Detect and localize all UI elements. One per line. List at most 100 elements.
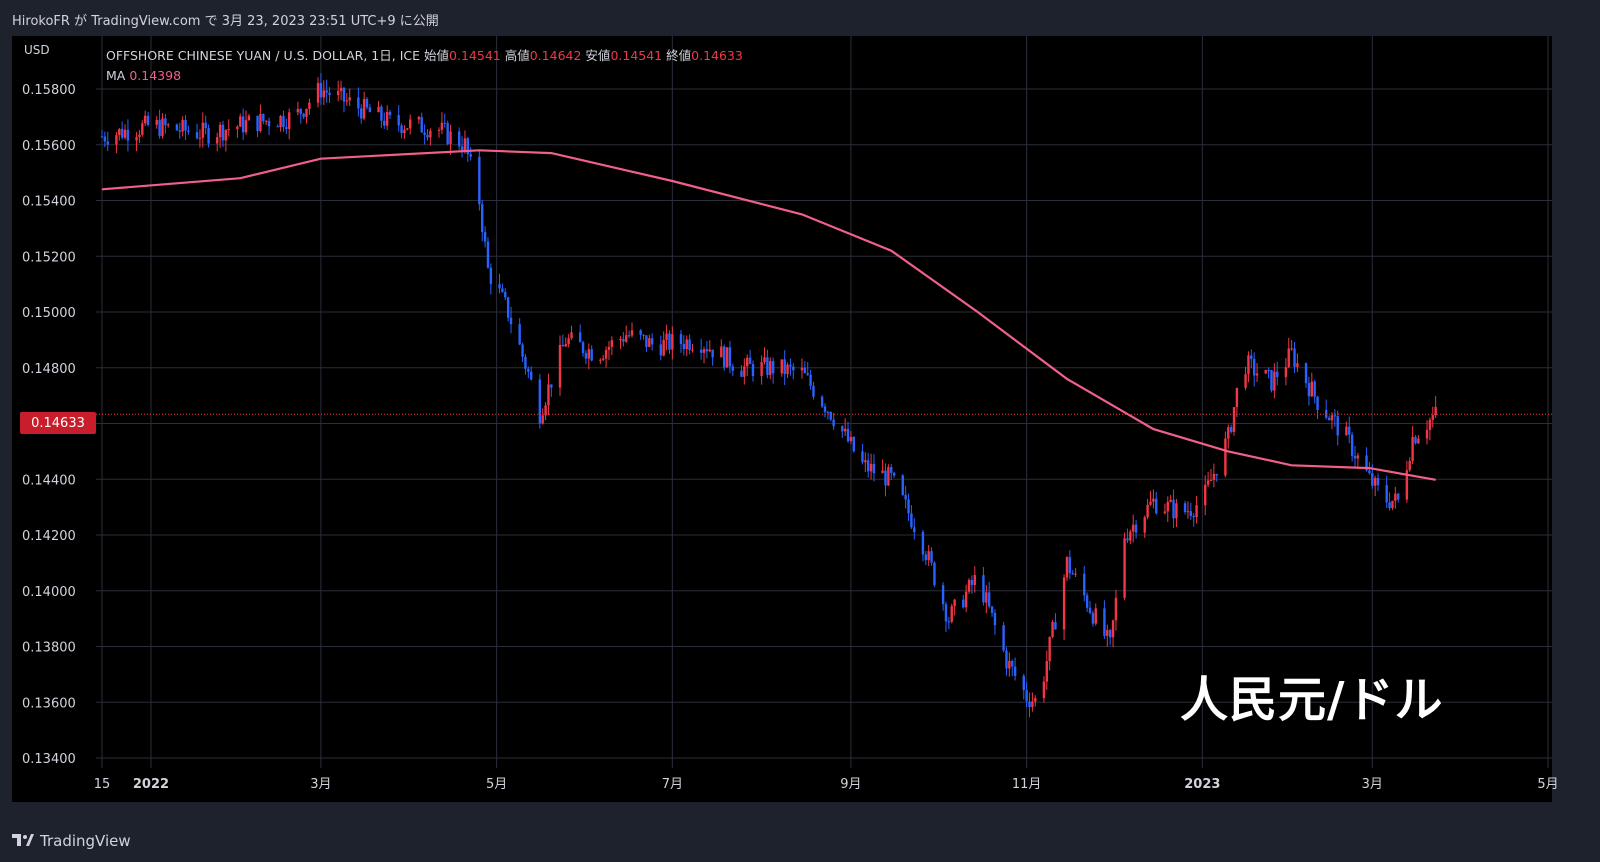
candle-body: [305, 108, 308, 117]
candle-body: [397, 115, 400, 126]
candle-body: [887, 467, 890, 486]
candle-body: [1391, 500, 1394, 509]
candle-body: [288, 112, 291, 129]
candle-body: [789, 364, 792, 367]
ma-line: [101, 149, 1436, 481]
candle-body: [590, 349, 593, 361]
candle-body: [141, 123, 144, 135]
candle-body: [688, 339, 691, 351]
candle-body: [1408, 460, 1411, 471]
candle-body: [846, 428, 850, 442]
candle-body: [244, 120, 248, 133]
candle-body: [567, 338, 570, 345]
candle-body: [728, 347, 732, 367]
candle-body: [1267, 369, 1270, 371]
candle-body: [144, 115, 147, 124]
candle-body: [1273, 371, 1276, 391]
candle-body: [1005, 650, 1008, 669]
legend-open-value: 0.14541: [449, 48, 501, 63]
candle-body: [953, 599, 956, 607]
candle-body: [423, 132, 426, 135]
candle-body: [803, 367, 807, 374]
candle-body: [861, 451, 864, 463]
candle-body: [671, 334, 674, 350]
candle-body: [437, 129, 441, 131]
candle-body: [1025, 690, 1028, 702]
chart-legend: OFFSHORE CHINESE YUAN / U.S. DOLLAR, 1日,…: [106, 46, 743, 86]
candle-body: [138, 134, 141, 137]
candle-body: [1146, 504, 1149, 518]
legend-high-label: 高値: [504, 48, 530, 63]
candle-body: [1183, 503, 1187, 513]
candle-body: [780, 359, 783, 374]
candle-body: [1108, 630, 1112, 638]
x-tick-label: 5月: [1537, 777, 1558, 792]
candle-body: [990, 606, 994, 613]
price-chart[interactable]: 0.15800 0.15600 0.15400 0.15200 0.15000 0.148…: [0, 34, 1600, 822]
candle-body: [1313, 381, 1316, 397]
candle-body: [1229, 427, 1233, 432]
candle-body: [1350, 434, 1354, 456]
candle-body: [826, 411, 830, 413]
candle-body: [1169, 499, 1172, 502]
candle-body: [362, 98, 366, 119]
legend-ohlc-row: OFFSHORE CHINESE YUAN / U.S. DOLLAR, 1日,…: [106, 46, 743, 66]
candle-body: [1114, 597, 1118, 621]
y-tick-label: 0.15400: [22, 195, 76, 210]
candle-body: [766, 357, 769, 375]
candle-body: [529, 371, 533, 380]
candle-body: [158, 120, 161, 136]
candle-body: [820, 396, 824, 407]
candle-body: [478, 156, 481, 205]
candle-body: [161, 118, 164, 136]
candle-body: [783, 359, 786, 375]
candle-body: [771, 361, 775, 374]
candle-body: [501, 288, 504, 292]
candle-body: [699, 349, 703, 353]
x-tick-label: 2023: [1184, 777, 1220, 792]
candle-body: [849, 436, 853, 442]
y-tick-label: 0.15800: [22, 83, 76, 98]
candle-body: [328, 92, 331, 96]
candle-body: [299, 108, 302, 114]
candle-body: [216, 137, 219, 144]
candle-body: [195, 132, 199, 139]
candle-body: [1085, 595, 1089, 608]
candle-body: [276, 126, 279, 128]
x-tick-label: 11月: [1012, 777, 1042, 792]
candle-body: [1316, 396, 1319, 410]
candle-body: [1002, 625, 1005, 651]
candle-body: [691, 349, 694, 351]
candle-body: [927, 551, 930, 561]
tradingview-icon: [12, 834, 34, 846]
candle-body: [345, 100, 349, 102]
candle-body: [1022, 675, 1025, 691]
candle-body: [962, 599, 965, 608]
candle-body: [924, 554, 928, 561]
x-tick-label: 3月: [1362, 777, 1383, 792]
candle-body: [264, 120, 268, 122]
candle-body: [457, 131, 461, 147]
candle-body: [584, 353, 588, 359]
candle-body: [892, 472, 896, 476]
candle-body: [1431, 415, 1434, 420]
candle-body: [118, 128, 121, 136]
current-price-badge: 0.14633: [20, 412, 96, 434]
candle-body: [1103, 608, 1106, 636]
candle-body: [106, 141, 109, 145]
candle-body: [181, 119, 184, 132]
top-bar: HirokoFR が TradingView.com で 3月 23, 2023…: [0, 0, 1600, 34]
legend-close-value: 0.14633: [691, 48, 743, 63]
candle-body: [564, 344, 567, 347]
candle-body: [547, 384, 550, 406]
candle-body: [201, 122, 205, 138]
candle-body: [120, 128, 124, 138]
candle-body: [1195, 505, 1198, 518]
tradingview-logo[interactable]: TradingView: [12, 832, 131, 850]
candle-body: [1034, 698, 1037, 702]
candle-body: [1074, 573, 1077, 575]
candle-body: [751, 364, 755, 377]
candle-body: [1365, 455, 1368, 471]
candle-body: [1304, 363, 1308, 384]
candle-body: [1252, 358, 1256, 376]
